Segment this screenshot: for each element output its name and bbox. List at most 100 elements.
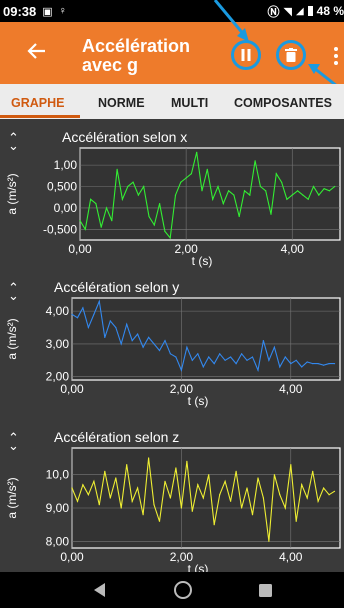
data-point <box>208 356 210 358</box>
y-tick-label: 2,00 <box>46 370 70 384</box>
pause-button[interactable] <box>231 40 261 70</box>
nfc-icon: Ⓝ <box>267 4 280 19</box>
plot-area <box>71 447 341 549</box>
data-point <box>286 198 288 200</box>
data-point <box>175 356 177 358</box>
data-point <box>224 480 226 482</box>
data-point <box>186 346 188 348</box>
app-bar: Accélération avec g <box>0 22 344 84</box>
data-point <box>153 504 155 506</box>
data-point <box>290 464 292 466</box>
data-point <box>279 366 281 368</box>
navigation-bar <box>0 572 344 608</box>
data-point <box>111 220 113 222</box>
x-tick-label: 4,00 <box>279 382 303 396</box>
data-point <box>126 323 128 325</box>
tab-norme[interactable]: NORME <box>98 96 145 110</box>
data-point <box>120 343 122 345</box>
data-point <box>275 173 277 175</box>
data-point <box>233 194 235 196</box>
expand-collapse-icon: ⌃ <box>8 131 19 146</box>
data-point <box>241 507 243 509</box>
data-point <box>206 168 208 170</box>
data-point <box>328 494 330 496</box>
data-point <box>333 490 336 492</box>
data-point <box>306 497 308 499</box>
data-point <box>295 359 297 361</box>
data-point <box>137 487 139 489</box>
data-point <box>148 457 150 459</box>
y-tick-label: 9,00 <box>46 501 70 515</box>
data-point <box>84 228 86 230</box>
data-point <box>186 460 188 462</box>
tab-graphe[interactable]: GRAPHE <box>11 96 65 110</box>
data-point <box>259 185 261 188</box>
data-point <box>131 500 133 502</box>
data-point <box>224 359 226 361</box>
plot-area <box>79 147 341 241</box>
graph-panel-z: ⌃ ⌄ Accélération selon z 10,0 9,00 8,00 0,00 2,… <box>0 424 344 582</box>
nav-recents-button[interactable] <box>245 572 285 608</box>
status-right: Ⓝ ◥ ◢ 48 % <box>267 0 344 22</box>
data-point <box>295 520 297 522</box>
page-title: Accélération avec g <box>82 37 190 75</box>
data-point <box>270 213 272 215</box>
expand-collapse-icon: ⌃ <box>8 431 19 446</box>
data-point <box>82 484 84 486</box>
expand-collapse-icon-lower: ⌄ <box>8 139 19 154</box>
data-point <box>317 500 319 502</box>
data-point <box>235 470 237 472</box>
data-point <box>217 185 219 188</box>
data-point <box>191 359 193 361</box>
data-point <box>213 363 215 365</box>
data-point <box>241 353 243 355</box>
graph-title: Accélération selon y <box>54 279 179 295</box>
battery-icon <box>307 6 313 16</box>
more-options-icon[interactable] <box>332 46 340 66</box>
data-point <box>254 160 256 162</box>
data-point <box>105 207 108 209</box>
expand-collapse-icon-lower: ⌄ <box>8 439 19 454</box>
back-arrow-icon[interactable] <box>26 40 48 62</box>
data-point <box>197 484 199 486</box>
nav-home-button[interactable] <box>163 572 203 608</box>
status-bar: 09:38 ▣ ♀ Ⓝ ◥ ◢ 48 % <box>0 0 344 22</box>
data-point <box>230 356 232 358</box>
data-point <box>126 464 128 466</box>
expand-collapse-icon-lower: ⌄ <box>8 289 19 304</box>
data-point <box>98 504 100 506</box>
graph-y: ⌃⌄Accélération selon y4,003,002,000,00 2,… <box>5 279 341 408</box>
y-axis-label: a (m/s²) <box>5 477 19 518</box>
data-point <box>284 356 286 358</box>
data-point <box>164 480 166 482</box>
data-point <box>219 494 221 496</box>
graph-title: Accélération selon z <box>54 429 179 445</box>
data-point <box>251 514 254 516</box>
data-point <box>158 349 161 352</box>
data-point <box>246 487 248 489</box>
nav-back-button[interactable] <box>80 572 120 608</box>
wifi-icon: ◥ <box>283 5 292 18</box>
data-point <box>115 326 117 329</box>
data-point <box>137 333 139 335</box>
x-tick-label: 4,00 <box>279 550 303 564</box>
tab-multi[interactable]: MULTI <box>171 96 209 110</box>
tab-composantes[interactable]: COMPOSANTES <box>234 96 332 110</box>
graph-x: ⌃⌄ Accélération selon x 1,00 0,500 0,00 -0,50… <box>5 129 341 268</box>
data-point <box>143 185 145 188</box>
data-point <box>164 230 166 232</box>
delete-button[interactable] <box>276 40 306 70</box>
data-point <box>262 340 264 342</box>
data-point <box>115 477 117 479</box>
graph-title: Accélération selon x <box>62 129 187 145</box>
status-time: 09:38 <box>3 3 37 19</box>
data-point <box>120 507 122 509</box>
data-point <box>273 474 275 476</box>
data-point <box>301 484 303 486</box>
x-tick-label: 4,00 <box>281 242 305 256</box>
data-point <box>268 540 270 542</box>
data-point <box>71 313 73 315</box>
data-point <box>328 190 330 192</box>
data-point <box>142 514 144 516</box>
data-point <box>246 359 248 361</box>
